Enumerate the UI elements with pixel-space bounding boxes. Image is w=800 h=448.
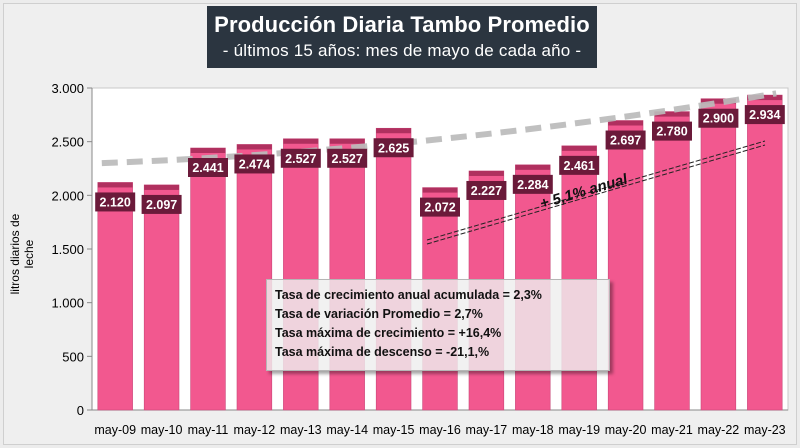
- x-tick-label: may-23: [744, 423, 786, 437]
- value-label-bg: [698, 108, 739, 128]
- value-label-bg: [95, 192, 136, 212]
- value-label: 2.780: [656, 125, 687, 139]
- bar-top-edge: [97, 182, 133, 188]
- x-tick-label: may-21: [651, 423, 693, 437]
- y-tick-label: 1.000: [51, 296, 84, 311]
- x-tick-label: may-17: [466, 423, 508, 437]
- value-label: 2.527: [285, 152, 316, 166]
- value-label: 2.900: [703, 112, 734, 126]
- chart-title: Producción Diaria Tambo Promedio: [214, 12, 590, 37]
- x-tick-label: may-19: [558, 423, 600, 437]
- value-label: 2.461: [564, 159, 595, 173]
- x-tick-label: may-11: [188, 423, 229, 437]
- value-label: 2.072: [424, 201, 455, 215]
- y-tick-label: 0: [77, 403, 84, 418]
- value-label: 2.227: [471, 184, 502, 198]
- bar-top-edge: [561, 145, 597, 151]
- x-tick-label: may-13: [280, 423, 322, 437]
- value-label-bg: [605, 130, 646, 150]
- bar-top-edge: [469, 170, 504, 176]
- bar: [97, 182, 133, 411]
- bar: [700, 98, 737, 411]
- value-label-bg: [188, 157, 228, 177]
- value-label-bg: [512, 174, 553, 194]
- stat-max-decline: Tasa máxima de descenso = -21,1,%: [275, 345, 490, 359]
- x-tick-label: may-18: [512, 423, 554, 437]
- value-label-bg: [141, 194, 182, 214]
- title-box: Producción Diaria Tambo Promedio - últim…: [207, 6, 597, 68]
- bar-top-edge: [144, 184, 179, 190]
- value-label-bg: [652, 121, 692, 141]
- bar-top-edge: [608, 120, 643, 126]
- annotation-line-upper: [426, 140, 766, 241]
- value-label: 2.934: [749, 108, 780, 122]
- x-tick-label: may-14: [326, 423, 368, 437]
- annotation-line-lower: [426, 144, 766, 245]
- bar-top-edge: [283, 138, 319, 144]
- x-tick-label: may-15: [373, 423, 415, 437]
- chart-subtitle: - últimos 15 años: mes de mayo de cada a…: [222, 41, 582, 60]
- value-label: 2.527: [332, 152, 363, 166]
- value-label-bg: [559, 155, 600, 175]
- x-tick-label: may-12: [234, 423, 276, 437]
- y-tick-label: 1.500: [51, 242, 84, 257]
- bar-top-edge: [515, 164, 551, 170]
- bar: [236, 144, 273, 411]
- stat-average-variation: Tasa de variación Promedio = 2,7%: [275, 307, 483, 321]
- value-label-bg: [327, 148, 368, 168]
- value-label-bg: [420, 197, 460, 217]
- y-tick-label: 3.000: [51, 81, 84, 96]
- x-tick-label: may-20: [605, 423, 647, 437]
- bar-top-edge: [190, 147, 226, 153]
- value-label-bg: [744, 105, 785, 125]
- value-label-bg: [466, 180, 507, 200]
- y-tick-label: 2.000: [51, 188, 84, 203]
- y-tick-label: 500: [62, 349, 84, 364]
- stat-max-growth: Tasa máxima de crecimiento = +16,4%: [275, 326, 502, 340]
- bar-top-edge: [654, 111, 690, 117]
- bar: [747, 94, 783, 411]
- bar-top-edge: [701, 98, 736, 104]
- bar-top-edge: [376, 128, 411, 134]
- stats-box: Tasa de crecimiento anual acumulada = 2,…: [266, 279, 610, 371]
- y-tick-label: 2.500: [51, 135, 84, 150]
- trend-line: [101, 90, 777, 167]
- bar: [190, 147, 226, 411]
- value-label: 2.120: [100, 195, 131, 209]
- value-label-bg: [373, 138, 414, 158]
- bar: [654, 111, 690, 411]
- bar-top-edge: [237, 144, 272, 150]
- x-tick-label: may-10: [141, 423, 183, 437]
- value-label: 2.697: [610, 134, 641, 148]
- value-label: 2.284: [517, 178, 548, 192]
- value-label-bg: [234, 154, 275, 174]
- stat-growth-accumulated: Tasa de crecimiento anual acumulada = 2,…: [275, 288, 542, 302]
- bar: [607, 120, 644, 411]
- x-tick-label: may-09: [94, 423, 136, 437]
- bar-top-edge: [329, 138, 365, 144]
- x-tick-label: may-22: [698, 423, 740, 437]
- value-label: 2.625: [378, 141, 409, 155]
- value-label: 2.441: [192, 161, 223, 175]
- bar-top-edge: [422, 187, 458, 193]
- bar-top-edge: [747, 95, 783, 101]
- x-tick-label: may-16: [419, 423, 461, 437]
- bar: [143, 184, 180, 411]
- value-label-bg: [280, 148, 321, 168]
- value-label: 2.097: [146, 198, 177, 212]
- value-label: 2.474: [239, 157, 270, 171]
